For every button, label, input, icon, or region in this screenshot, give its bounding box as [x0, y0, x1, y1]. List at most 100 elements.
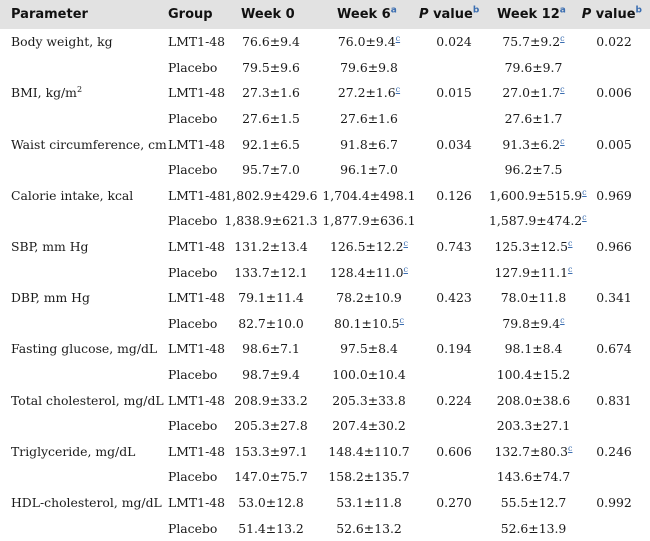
footnote-b-link[interactable]: b: [472, 5, 480, 16]
p-value-week6-cell: 0.224: [419, 387, 489, 413]
footnote-c-link[interactable]: c: [403, 264, 408, 274]
table-row: Triglyceride, mg/dL LMT1-48 153.3±97.1 148.…: [0, 439, 650, 465]
table-row: Body weight, kg LMT1-48 76.6±9.4 76.0±9.4c 0…: [0, 29, 650, 55]
p-value-week6-cell: [419, 515, 489, 541]
p-value-week12-cell: 0.831: [578, 387, 650, 413]
p-value-week12-cell: 0.246: [578, 439, 650, 465]
p-value-week12-cell: [578, 106, 650, 132]
group-cell: Placebo: [157, 55, 223, 81]
footnote-a-link[interactable]: a: [559, 5, 566, 16]
week6-cell-text: 207.4±30.2: [332, 418, 406, 434]
p-value-week6-cell-text: 0.024: [436, 34, 472, 50]
week6-cell: 148.4±110.7: [319, 439, 419, 465]
week6-cell: 27.2±1.6c: [319, 80, 419, 106]
header-p-value-2: P valueb: [578, 0, 650, 29]
p-value-week12-cell: 0.005: [578, 131, 650, 157]
week0-cell: 98.6±7.1: [223, 336, 319, 362]
p-value-week12-cell-text: 0.005: [596, 136, 632, 152]
week12-cell: 143.6±74.7: [489, 464, 578, 490]
footnote-a-link[interactable]: a: [390, 5, 397, 16]
footnote-c-link[interactable]: c: [560, 315, 565, 325]
group-cell-text: Placebo: [168, 520, 218, 536]
p-value-week12-cell-text: 0.341: [596, 290, 632, 306]
parameter-cell-text: BMI, kg/m: [11, 85, 77, 101]
p-value-week12-cell-text: 0.246: [596, 443, 632, 459]
week6-cell-text: 96.1±7.0: [340, 162, 398, 178]
week12-cell: 27.0±1.7c: [489, 80, 578, 106]
footnote-c-link[interactable]: c: [403, 238, 408, 248]
group-cell-text: LMT1-48: [168, 443, 226, 459]
p-value-week6-cell: 0.034: [419, 131, 489, 157]
footnote-c-link[interactable]: c: [395, 34, 401, 44]
p-value-week6-cell: 0.270: [419, 490, 489, 516]
header-p-value-label: value: [595, 7, 636, 22]
parameter-cell-text: Triglyceride, mg/dL: [11, 443, 136, 459]
week12-cell-text: 1,600.9±515.9: [489, 187, 583, 203]
group-cell-text: LMT1-48: [168, 494, 226, 510]
week12-cell: 125.3±12.5c: [489, 234, 578, 260]
footnote-b-link[interactable]: b: [635, 5, 642, 16]
table-row: DBP, mm Hg LMT1-48 79.1±11.4 78.2±10.9 0.423…: [0, 285, 650, 311]
parameter-cell: Calorie intake, kcal: [0, 183, 157, 209]
group-cell: LMT1-48: [157, 336, 225, 362]
footnote-c-link[interactable]: c: [395, 85, 401, 95]
p-value-week6-cell-text: 0.015: [436, 85, 472, 101]
p-value-week6-cell: [419, 259, 489, 285]
week12-cell-text: 78.0±11.8: [500, 290, 567, 306]
footnote-c-link[interactable]: c: [560, 34, 565, 44]
week12-cell-text: 27.0±1.7: [502, 85, 561, 101]
week0-cell: 92.1±6.5: [223, 131, 319, 157]
parameter-cell: [0, 362, 157, 388]
footnote-c-link[interactable]: c: [567, 443, 573, 453]
week0-cell-text: 76.6±9.4: [242, 34, 300, 50]
week0-cell-text: 147.0±75.7: [234, 469, 308, 485]
p-value-week12-cell: [578, 208, 650, 234]
group-cell-text: Placebo: [168, 111, 218, 127]
p-value-week12-cell-text: 0.831: [596, 392, 632, 408]
p-value-week6-cell: [419, 413, 489, 439]
p-value-week6-cell-text: 0.606: [436, 443, 472, 459]
week12-cell: 203.3±27.1: [489, 413, 578, 439]
footnote-c-link[interactable]: c: [582, 187, 587, 197]
week0-cell-text: 133.7±12.1: [234, 264, 308, 280]
week0-cell-text: 1,802.9±429.6: [224, 187, 318, 203]
week6-cell-text: 97.5±8.4: [340, 341, 398, 357]
week0-cell: 208.9±33.2: [223, 387, 319, 413]
week0-cell: 51.4±13.2: [223, 515, 319, 541]
table-row: Placebo 147.0±75.7 158.2±135.7 143.6±74.7: [0, 464, 650, 490]
p-value-week12-cell: [578, 55, 650, 81]
week6-cell-text: 128.4±11.0: [330, 264, 404, 280]
p-value-week12-cell: [578, 259, 650, 285]
week12-cell: 55.5±12.7: [489, 490, 578, 516]
footnote-c-link[interactable]: c: [399, 315, 405, 325]
footnote-c-link[interactable]: c: [560, 136, 565, 146]
table-row: Placebo 133.7±12.1 128.4±11.0c 127.9±11.1c: [0, 259, 650, 285]
parameter-cell: [0, 157, 157, 183]
week6-cell: 76.0±9.4c: [319, 29, 419, 55]
footnote-c-link[interactable]: c: [582, 213, 587, 223]
parameter-cell: SBP, mm Hg: [0, 234, 157, 260]
week6-cell-text: 80.1±10.5: [333, 315, 400, 331]
week12-cell: 75.7±9.2c: [489, 29, 578, 55]
week0-cell: 1,838.9±621.3: [223, 208, 319, 234]
group-cell-text: LMT1-48: [168, 187, 226, 203]
p-value-week12-cell-text: 0.992: [596, 494, 632, 510]
p-value-week6-cell-text: 0.270: [436, 494, 472, 510]
table-row: Placebo 95.7±7.0 96.1±7.0 96.2±7.5: [0, 157, 650, 183]
week6-cell: 100.0±10.4: [319, 362, 419, 388]
group-cell-text: Placebo: [168, 469, 218, 485]
group-cell: LMT1-48: [157, 285, 225, 311]
parameter-cell: Total cholesterol, mg/dL: [0, 387, 164, 413]
header-p-value-1: P valueb: [419, 0, 489, 29]
footnote-c-link[interactable]: c: [567, 264, 573, 274]
group-cell: Placebo: [157, 515, 223, 541]
footnote-c-link[interactable]: c: [567, 238, 573, 248]
p-value-week12-cell: [578, 515, 650, 541]
week0-cell: 79.1±11.4: [223, 285, 319, 311]
group-cell: LMT1-48: [157, 131, 225, 157]
week0-cell-text: 82.7±10.0: [238, 315, 304, 331]
week6-cell-text: 148.4±110.7: [328, 443, 410, 459]
week12-cell: 208.0±38.6: [489, 387, 578, 413]
footnote-c-link[interactable]: c: [560, 85, 565, 95]
group-cell: LMT1-48: [157, 387, 225, 413]
